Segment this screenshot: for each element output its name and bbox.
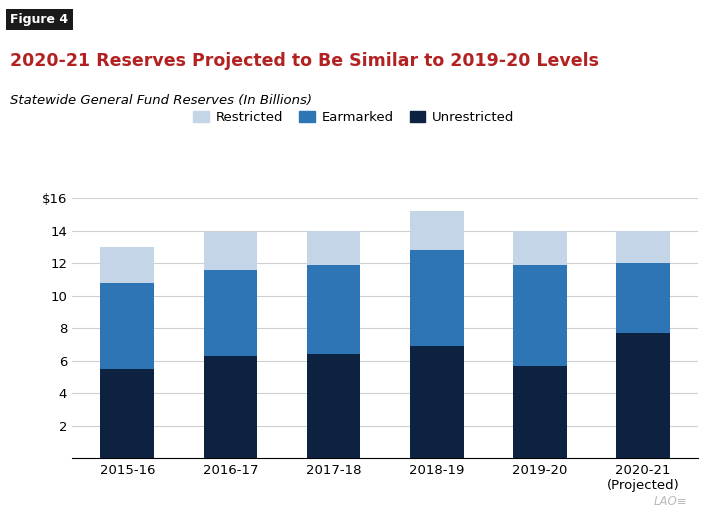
Text: Figure 4: Figure 4 <box>10 13 68 26</box>
Bar <box>101 247 154 282</box>
Bar <box>616 263 670 333</box>
Bar <box>410 211 464 250</box>
Bar <box>101 282 154 369</box>
Bar <box>513 265 567 366</box>
Text: Statewide General Fund Reserves (In Billions): Statewide General Fund Reserves (In Bill… <box>10 94 312 107</box>
Bar <box>513 366 567 458</box>
Legend: Restricted, Earmarked, Unrestricted: Restricted, Earmarked, Unrestricted <box>188 106 520 129</box>
Bar <box>410 250 464 346</box>
Bar <box>616 333 670 458</box>
Bar <box>204 356 257 458</box>
Bar <box>307 230 361 265</box>
Text: LAO≡: LAO≡ <box>654 495 688 508</box>
Bar <box>410 346 464 458</box>
Bar <box>616 230 670 263</box>
Text: 2020-21 Reserves Projected to Be Similar to 2019-20 Levels: 2020-21 Reserves Projected to Be Similar… <box>10 52 599 70</box>
Bar <box>307 354 361 458</box>
Bar <box>513 230 567 265</box>
Bar <box>204 270 257 356</box>
Bar <box>307 265 361 354</box>
Bar <box>204 232 257 270</box>
Bar <box>101 369 154 458</box>
